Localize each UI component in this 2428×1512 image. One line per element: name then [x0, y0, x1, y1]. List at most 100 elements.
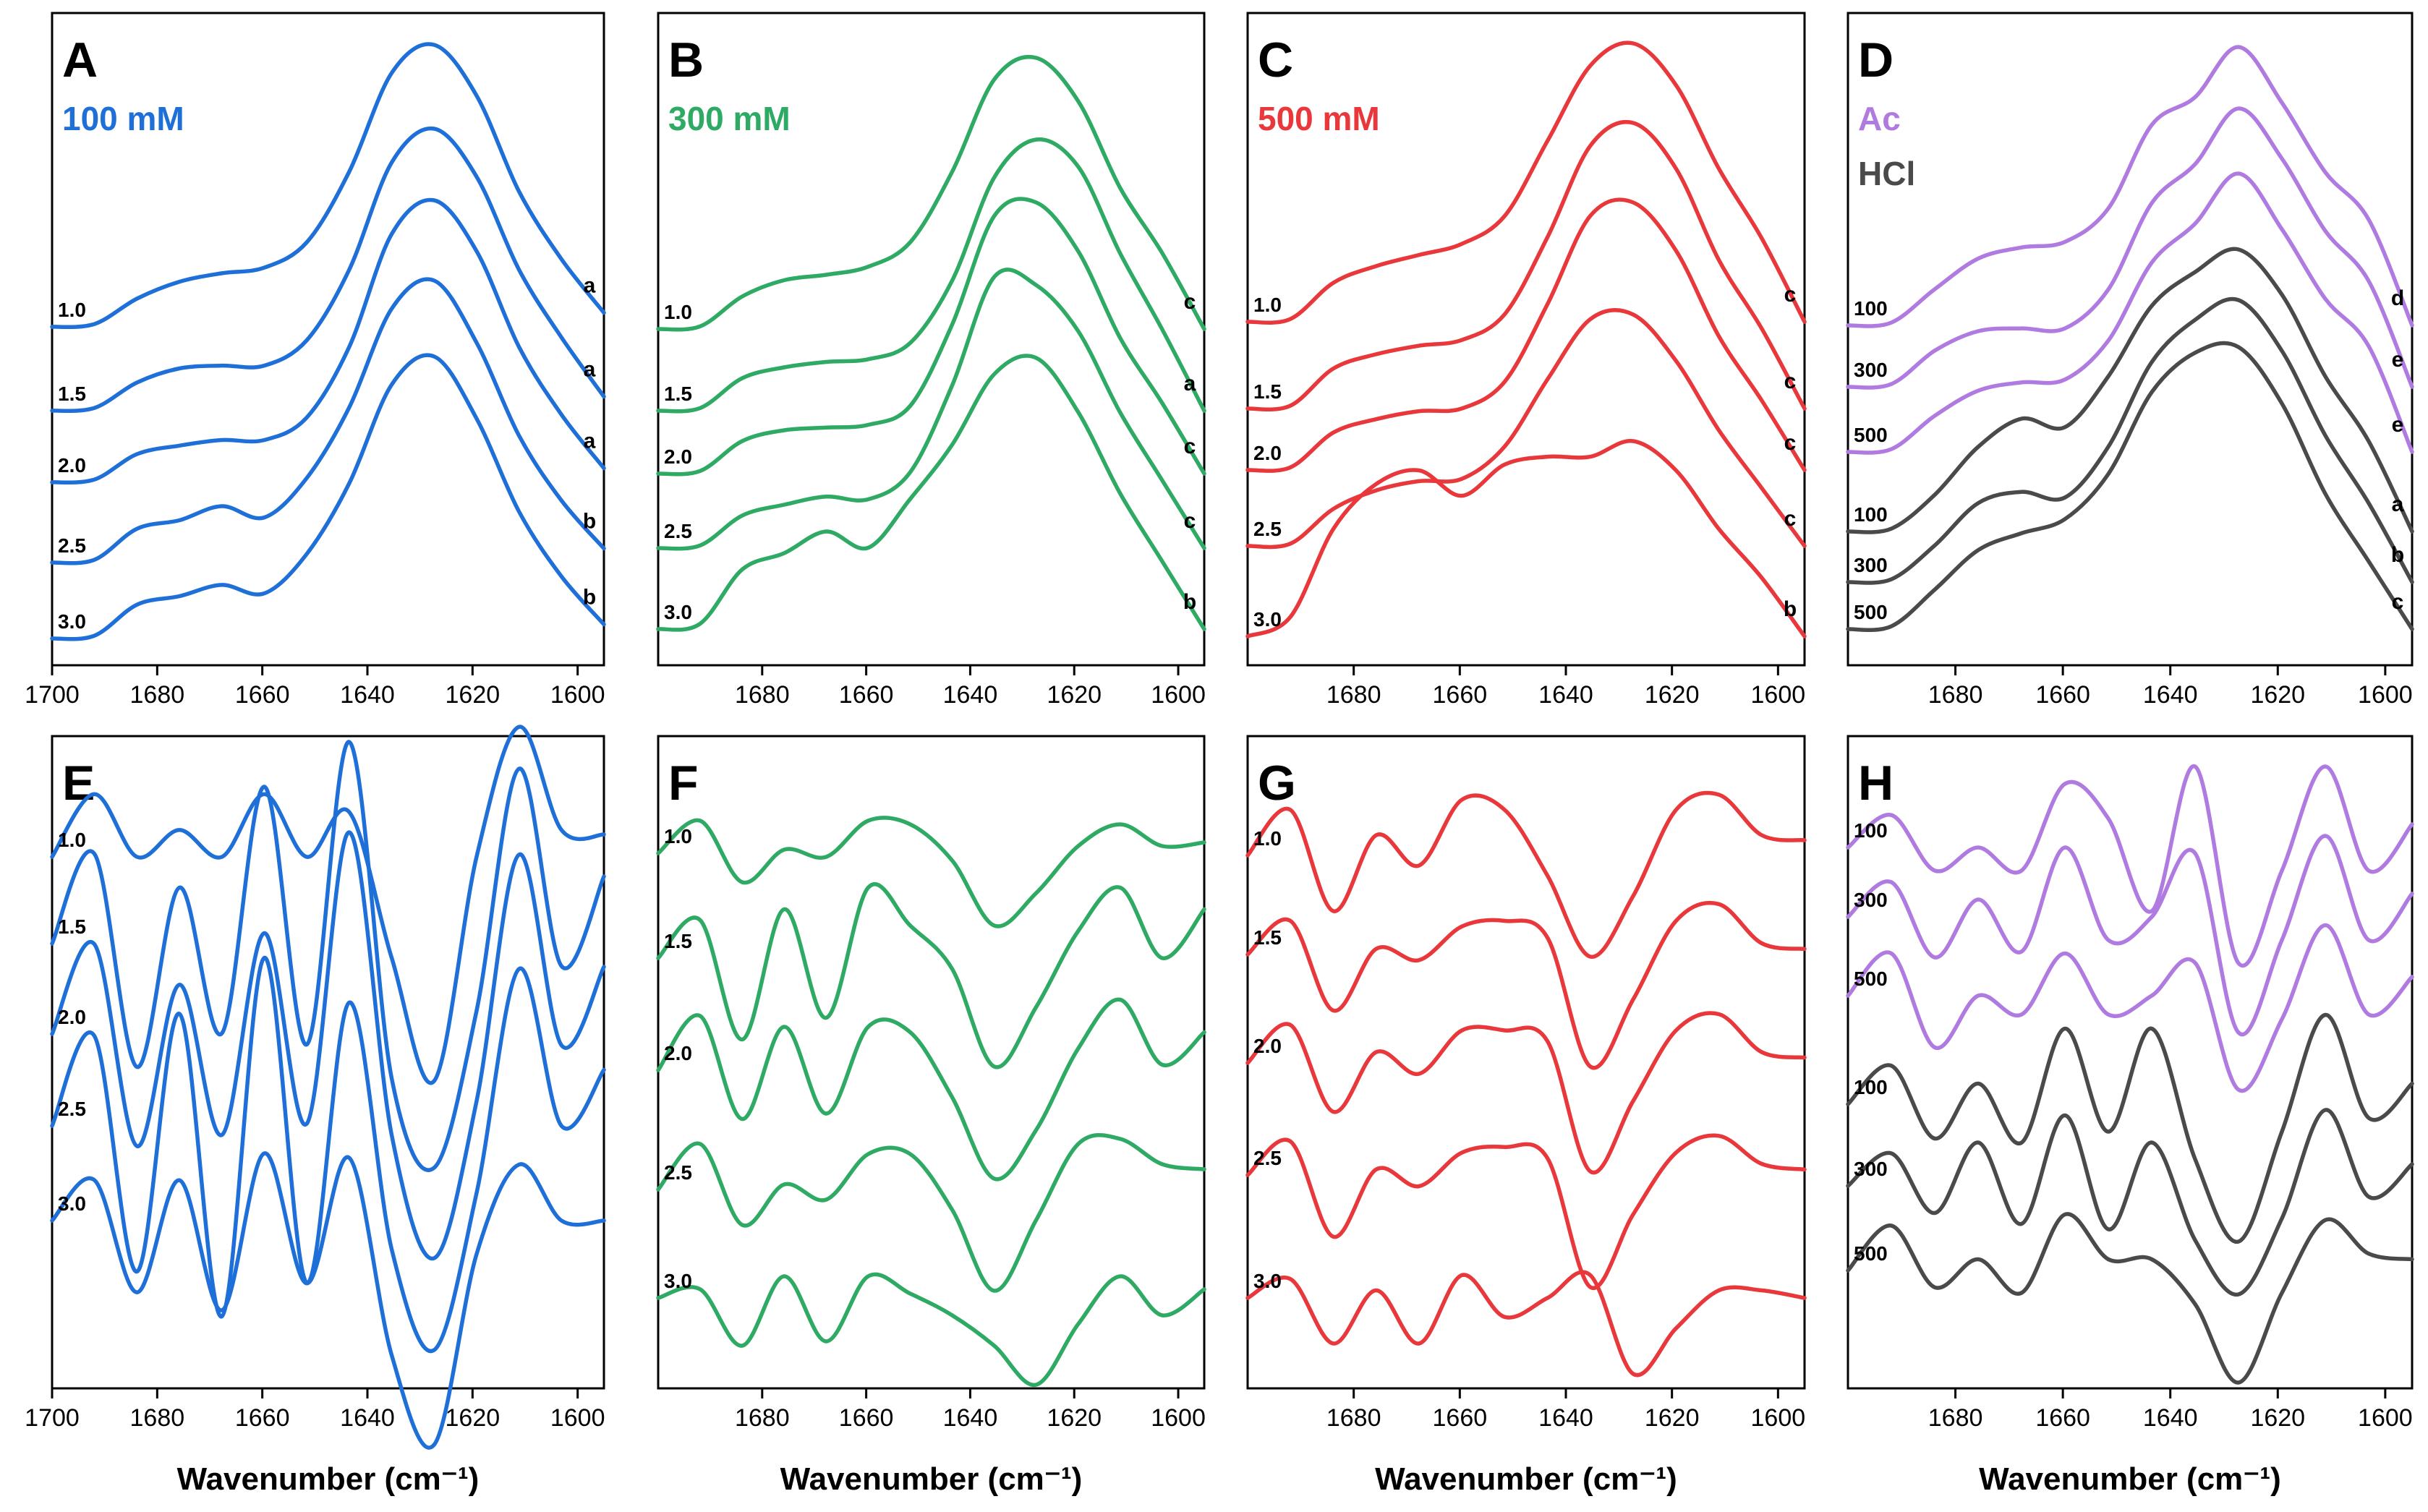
significance-letter: a [2392, 492, 2404, 516]
series-line [50, 830, 606, 1261]
panel-frame [51, 12, 605, 667]
series-line [1245, 1133, 1807, 1290]
significance-letter: a [584, 430, 596, 453]
series-label: 3.0 [58, 1192, 86, 1215]
series-label: 1.0 [664, 301, 692, 323]
series-line [656, 997, 1206, 1182]
x-tick-label: 1680 [1928, 681, 1983, 709]
series-label: 2.5 [664, 1161, 692, 1184]
series-line [50, 197, 606, 485]
series-label: 1.5 [58, 915, 86, 938]
series-label: 1.0 [58, 829, 86, 851]
series-line [50, 725, 606, 1085]
panel-letter: E [62, 756, 95, 811]
significance-letter: b [1784, 597, 1797, 621]
significance-letter: b [583, 586, 596, 610]
significance-letter: b [583, 510, 596, 534]
panel-frame [1846, 12, 2414, 667]
series-label: 1.0 [1253, 294, 1282, 316]
x-tick-label: 1640 [340, 681, 395, 709]
panel-frame [657, 735, 1206, 1390]
series-line [1846, 923, 2414, 1093]
series-label: 500 [1854, 601, 1888, 623]
series-label: 1.5 [1253, 926, 1282, 949]
panel-h: 1680 1660 1640 1620 1600 Wavenumber (cm⁻¹) H 10… [1846, 735, 2414, 1497]
panel-d: 1680 1660 1640 1620 1600 D Ac HCl 100 d 300 e 500 e 10… [1846, 12, 2414, 709]
series-label: 500 [1854, 968, 1888, 990]
panel-letter: D [1858, 33, 1894, 87]
series-label: 1.5 [664, 383, 692, 405]
x-tick-label: 1660 [2035, 681, 2090, 709]
series-line [50, 740, 606, 1172]
series-label: 2.0 [664, 445, 692, 468]
panel-letter: G [1258, 756, 1296, 811]
series-label: 2.5 [664, 520, 692, 542]
series-label: 2.0 [664, 1042, 692, 1064]
series-line [50, 126, 606, 414]
x-tick-label: 1640 [2143, 681, 2198, 709]
series-label: 1.5 [58, 383, 86, 405]
panel-letter: A [62, 33, 98, 87]
series-line [656, 268, 1206, 551]
series-label: 2.5 [58, 1098, 86, 1120]
x-tick-label: 1600 [2358, 681, 2413, 709]
significance-letter: a [584, 358, 596, 382]
series-line [656, 816, 1206, 928]
legend-entry-ac: Ac [1858, 100, 1901, 137]
significance-letter: e [2392, 348, 2404, 372]
series-line [1245, 120, 1807, 411]
series-label: 1.0 [664, 825, 692, 847]
panel-c: 1680 1660 1640 1620 1600 C 500 mM 1.0 c 1.5 c 2.0 c 2… [1245, 12, 1807, 709]
x-tick-label: 1680 [735, 681, 790, 709]
significance-letter: e [2392, 413, 2404, 437]
series-line [1846, 1212, 2414, 1385]
series-line [1846, 45, 2414, 328]
panel-b: 1680 1660 1640 1620 1600 B 300 mM 1.0 c 1.5 a 2.0 c 2… [656, 12, 1206, 709]
x-tick-label: 1660 [1433, 681, 1488, 709]
x-tick-label: 1600 [1751, 681, 1806, 709]
significance-letter: c [1784, 283, 1797, 307]
panel-frame [657, 12, 1206, 667]
x-tick-label: 1660 [2035, 1404, 2090, 1432]
series-line [50, 353, 606, 641]
series-label: 3.0 [1253, 1270, 1282, 1292]
series-line [1245, 308, 1807, 550]
x-tick-label: 1660 [839, 681, 894, 709]
series-label: 100 [1854, 819, 1888, 842]
series-line [50, 42, 606, 330]
x-axis-label: Wavenumber (cm⁻¹) [1979, 1461, 2281, 1497]
series-line [1846, 1012, 2414, 1244]
series-label: 2.5 [1253, 518, 1282, 540]
legend-entry-hcl: HCl [1858, 155, 1915, 192]
x-tick-label: 1620 [2250, 1404, 2305, 1432]
x-tick-label: 1620 [2250, 681, 2305, 709]
significance-letter: c [1784, 507, 1797, 531]
x-tick-label: 1620 [1645, 1404, 1700, 1432]
significance-letter: c [1784, 370, 1797, 393]
significance-letter: a [584, 274, 596, 298]
x-tick-label: 1640 [340, 1404, 395, 1432]
x-tick-label: 1680 [1326, 681, 1381, 709]
x-tick-label: 1660 [235, 681, 290, 709]
x-tick-label: 1700 [25, 1404, 80, 1432]
x-tick-label: 1620 [446, 1404, 500, 1432]
series-label: 500 [1854, 424, 1888, 446]
series-line [1846, 171, 2414, 455]
series-line [1245, 40, 1807, 325]
series-label: 2.0 [1253, 1035, 1282, 1057]
x-tick-label: 1640 [943, 681, 998, 709]
series-label: 2.5 [1253, 1147, 1282, 1169]
series-line [656, 354, 1206, 632]
significance-letter: c [2392, 590, 2404, 614]
series-label: 2.5 [58, 534, 86, 557]
series-line [1846, 106, 2414, 390]
series-line [1846, 1108, 2414, 1297]
series-line [1245, 790, 1807, 959]
x-tick-label: 1680 [735, 1404, 790, 1432]
x-axis-label: Wavenumber (cm⁻¹) [1375, 1461, 1677, 1497]
series-label: 300 [1854, 554, 1888, 576]
x-tick-label: 1680 [130, 1404, 185, 1432]
panel-f: 1680 1660 1640 1620 1600 Wavenumber (cm⁻¹) F 1.… [656, 735, 1206, 1497]
series-label: 3.0 [664, 1270, 692, 1292]
series-line [1846, 764, 2414, 968]
